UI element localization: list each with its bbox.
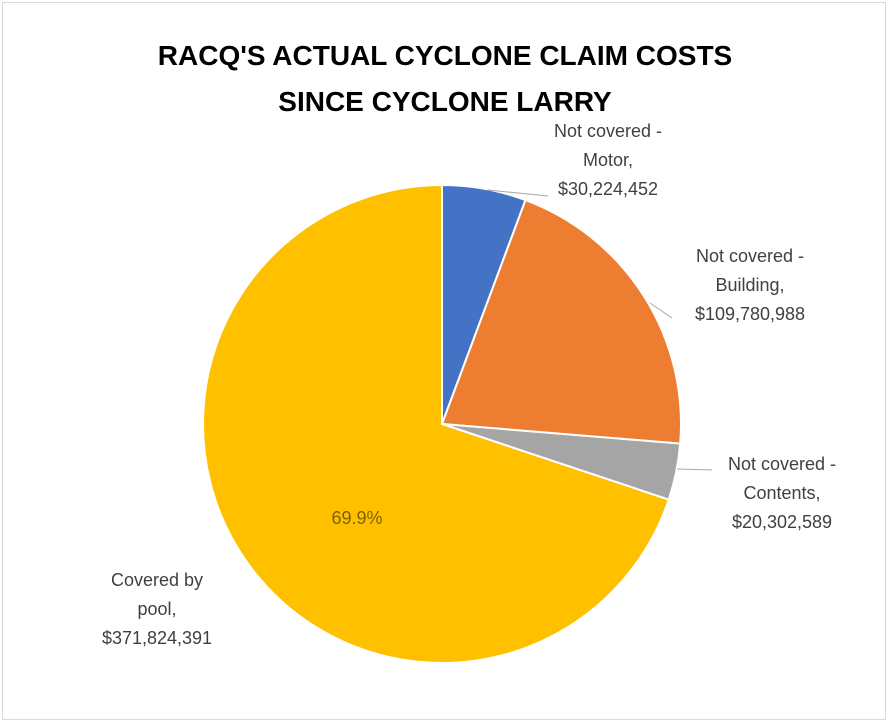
leader-line-2 <box>649 302 673 319</box>
slice-label-3-line-1: Not covered - <box>728 454 836 474</box>
slice-label-2: Not covered - Building, $109,780,988 <box>695 246 805 324</box>
slice-label-4: Covered by pool, $371,824,391 <box>102 570 212 648</box>
percent-label-4: 69.9% <box>331 508 382 528</box>
slice-label-3-line-2: Contents, <box>743 483 820 503</box>
slice-label-4-line-2: pool, <box>137 599 176 619</box>
slice-label-2-line-2: Building, <box>715 275 784 295</box>
slice-label-1: Not covered - Motor, $30,224,452 <box>554 121 662 199</box>
slice-label-3: Not covered - Contents, $20,302,589 <box>728 454 836 532</box>
slice-label-1-line-2: Motor, <box>583 150 633 170</box>
pie-slice-4 <box>202 183 670 664</box>
chart-title-line-2: SINCE CYCLONE LARRY <box>278 86 612 117</box>
slice-label-3-line-3: $20,302,589 <box>732 512 832 532</box>
leader-line-3 <box>676 468 713 471</box>
chart-title: RACQ'S ACTUAL CYCLONE CLAIM COSTS SINCE … <box>3 33 887 125</box>
slice-label-1-line-3: $30,224,452 <box>558 179 658 199</box>
slice-label-2-line-3: $109,780,988 <box>695 304 805 324</box>
slice-label-4-line-3: $371,824,391 <box>102 628 212 648</box>
pie-slice-2 <box>440 198 682 445</box>
slice-label-4-line-1: Covered by <box>111 570 203 590</box>
slice-label-1-line-1: Not covered - <box>554 121 662 141</box>
chart-title-line-1: RACQ'S ACTUAL CYCLONE CLAIM COSTS <box>157 40 733 71</box>
leader-line-1 <box>487 189 549 197</box>
slice-label-2-line-1: Not covered - <box>696 246 804 266</box>
